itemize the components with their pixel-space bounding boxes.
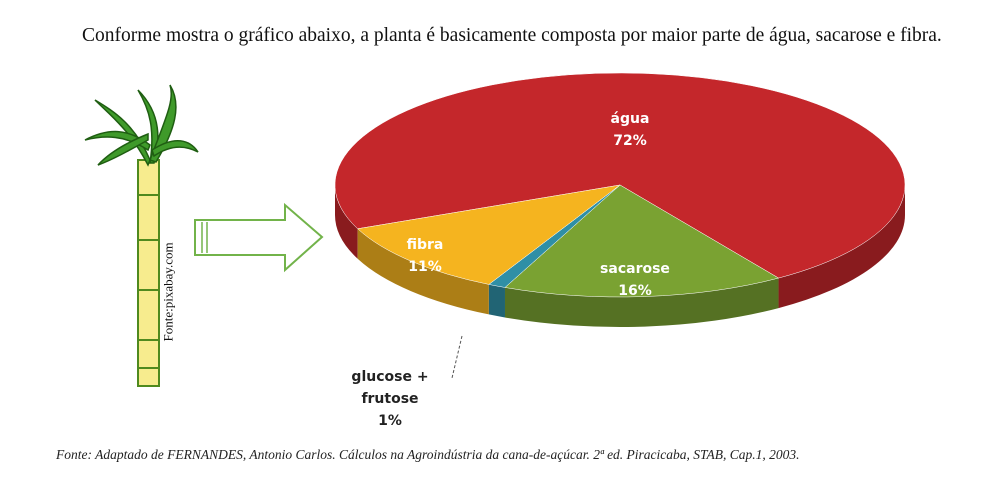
category-name: água	[575, 108, 685, 130]
value-label: 72%	[575, 130, 685, 152]
category-name: glucose + frutose	[330, 366, 450, 410]
cane-illustration	[85, 85, 198, 386]
page: Conforme mostra o gráfico abaixo, a plan…	[0, 0, 986, 495]
value-label: 1%	[330, 410, 450, 432]
figure	[0, 0, 986, 495]
leader-line	[452, 336, 462, 378]
category-name: sacarose	[575, 258, 695, 280]
pie-slice-side	[489, 284, 505, 317]
value-label: 16%	[575, 280, 695, 302]
category-name: fibra	[380, 234, 470, 256]
image-credit: Fonte:pixabay.com	[162, 197, 176, 342]
source-caption: Fonte: Adaptado de FERNANDES, Antonio Ca…	[56, 446, 976, 463]
arrow	[195, 205, 322, 270]
value-label: 11%	[380, 256, 470, 278]
